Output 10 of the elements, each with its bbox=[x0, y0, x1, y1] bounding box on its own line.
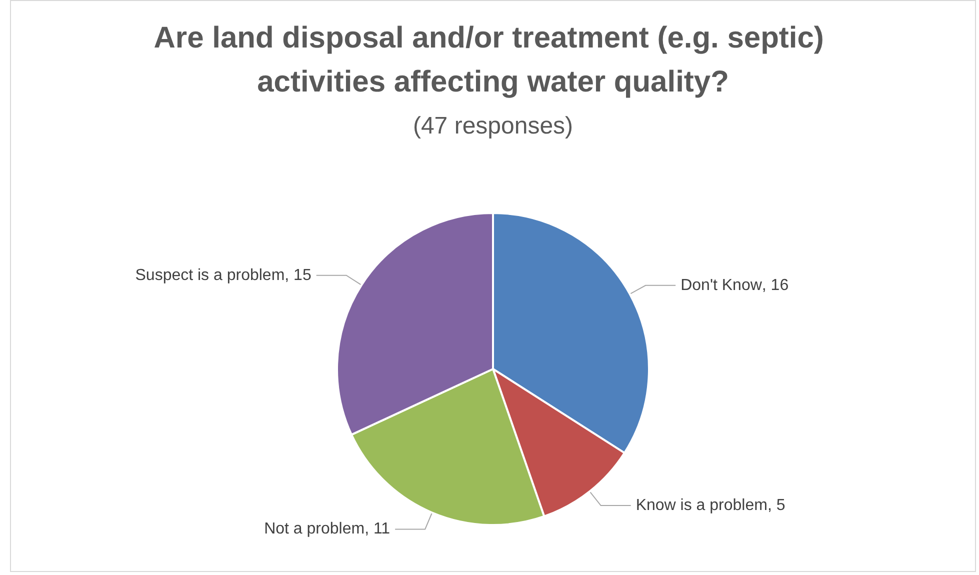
slice-label: Don't Know bbox=[680, 276, 762, 294]
data-label: , 15 bbox=[284, 266, 312, 284]
slice-label: Not a problem bbox=[264, 520, 365, 538]
data-label: , 16 bbox=[762, 276, 789, 294]
data-label: , 5 bbox=[767, 497, 786, 514]
chart-title: Are land disposal and/or treatment (e.g. septic) activities affecting water quality? bbox=[154, 22, 832, 98]
data-label: , 11 bbox=[364, 520, 390, 538]
chart-subtitle: (47 responses) bbox=[412, 112, 574, 140]
slice-label: Suspect is a problem bbox=[135, 266, 285, 284]
slice-label: Know is a problem bbox=[636, 497, 768, 514]
